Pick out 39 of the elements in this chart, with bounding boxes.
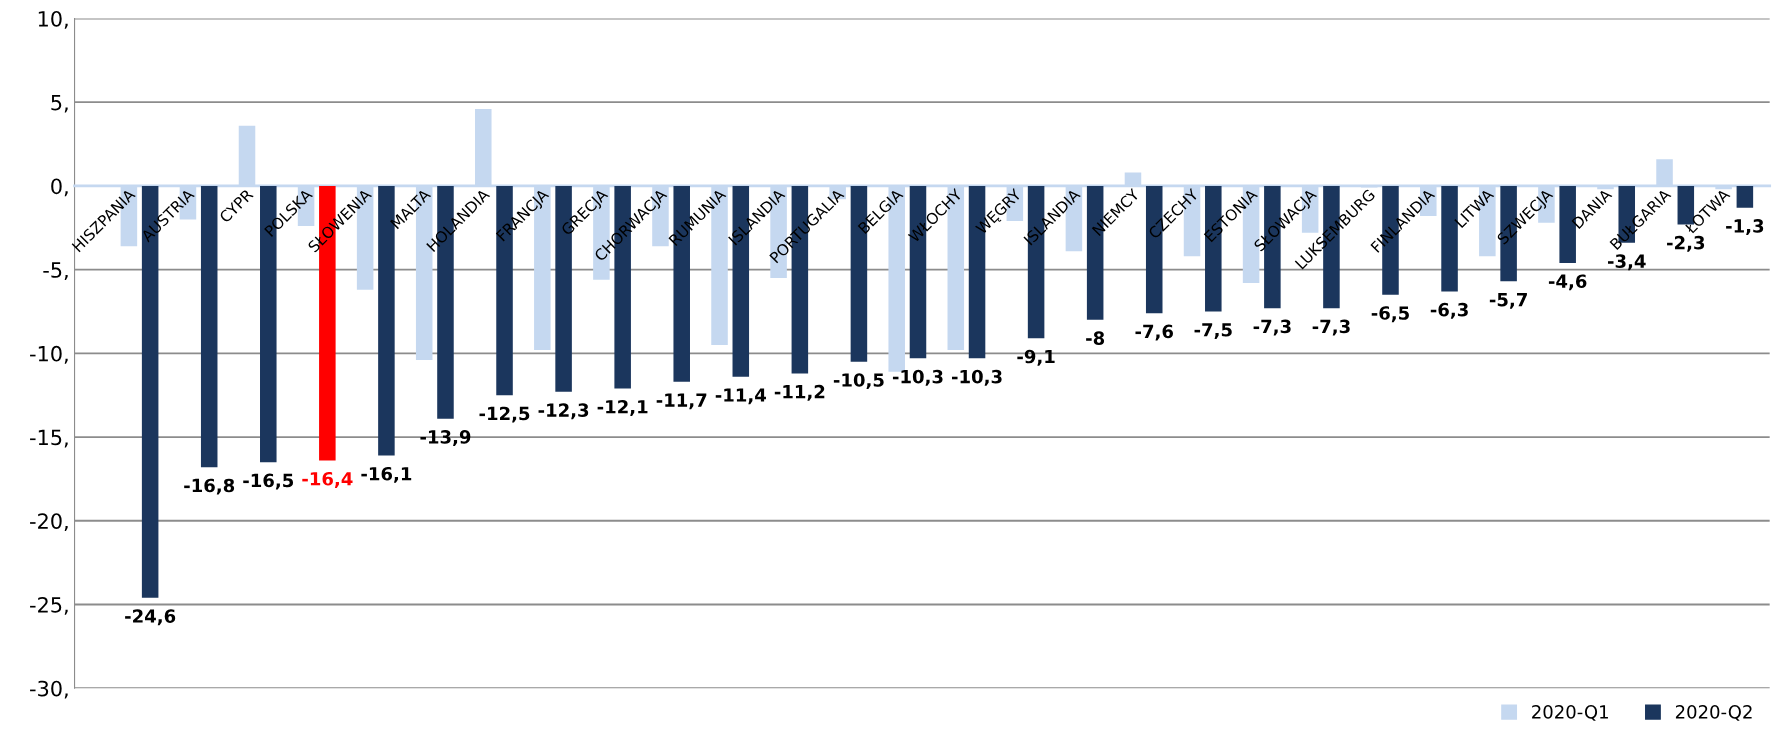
y-tick-label: -20, — [30, 513, 68, 532]
data-label: -5,7 — [1489, 293, 1527, 309]
data-label: -13,9 — [420, 430, 471, 447]
data-label: -6,5 — [1371, 306, 1409, 323]
bar — [1736, 185, 1754, 208]
data-label: -7,3 — [1312, 319, 1350, 336]
y-tick-label: -15, — [30, 429, 68, 448]
y-tick-label: -5, — [43, 262, 68, 280]
data-label: -7,6 — [1135, 324, 1173, 341]
data-label: -7,5 — [1194, 323, 1232, 339]
data-label: -10,5 — [833, 373, 884, 390]
data-label: -16,5 — [243, 473, 294, 490]
data-label: -11,2 — [774, 384, 825, 401]
y-tick-label: -25, — [30, 596, 68, 615]
data-label: -8 — [1086, 331, 1105, 345]
data-label: -9,1 — [1017, 349, 1055, 366]
data-label: -6,3 — [1430, 302, 1468, 319]
y-tick-label: -10, — [30, 345, 68, 364]
y-tick-label: 5, — [51, 94, 68, 113]
data-label: -10,3 — [952, 369, 1002, 386]
data-label: -7,3 — [1253, 319, 1291, 336]
y-tick-label: 0, — [51, 178, 68, 197]
data-label: -16,1 — [361, 466, 412, 483]
y-tick-label: 10, — [38, 10, 68, 29]
data-label: -16,4 — [302, 471, 353, 488]
data-label: -3,4 — [1607, 254, 1646, 271]
data-label: -12,5 — [479, 406, 530, 423]
legend-label: 2020-Q1 — [1532, 705, 1608, 721]
data-label: -24,6 — [125, 609, 176, 626]
legend-label: 2020-Q2 — [1675, 705, 1752, 721]
data-label: -12,3 — [538, 403, 589, 420]
data-label: -4,6 — [1548, 274, 1587, 291]
y-tick-label: -30, — [30, 680, 68, 699]
data-label: -11,4 — [715, 388, 766, 405]
data-label: -11,7 — [656, 393, 707, 410]
data-label: -12,1 — [597, 399, 648, 416]
bar — [200, 185, 218, 468]
data-label: -16,8 — [184, 478, 235, 495]
data-label: -10,3 — [892, 369, 943, 386]
